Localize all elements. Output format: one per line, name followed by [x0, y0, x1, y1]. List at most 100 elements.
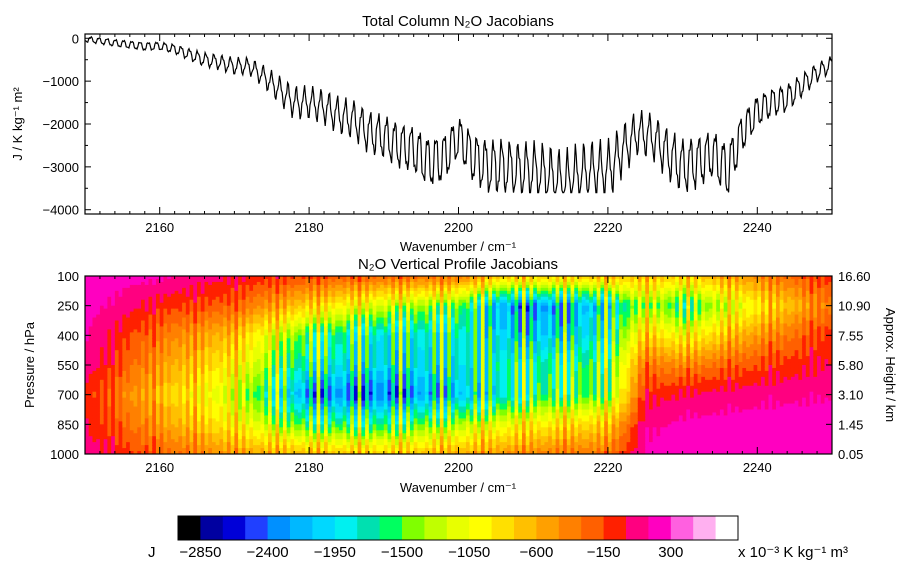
heatmap-cell: [197, 448, 202, 452]
heatmap-cell: [114, 299, 120, 304]
heatmap-cell: [305, 278, 310, 283]
heatmap-cell: [182, 427, 187, 431]
heatmap-cell: [197, 382, 202, 387]
heatmap-cell: [144, 362, 150, 366]
heatmap-cell: [103, 409, 108, 414]
heatmap-cell: [152, 353, 157, 357]
heatmap-cell: [122, 439, 127, 443]
heatmap-cell: [230, 412, 235, 417]
heatmap-cell: [271, 445, 277, 449]
heatmap-cell: [260, 406, 265, 411]
heatmap-cell: [163, 415, 168, 419]
heatmap-cell: [223, 379, 228, 384]
heatmap-cell: [185, 367, 191, 372]
heatmap-cell: [85, 439, 90, 443]
heatmap-cell: [174, 394, 179, 399]
heatmap-cell: [111, 353, 116, 357]
heatmap-cell: [305, 311, 310, 316]
heatmap-cell: [275, 314, 280, 319]
heatmap-cell: [331, 400, 336, 405]
heatmap-cell: [327, 290, 333, 295]
heatmap-cell: [245, 335, 250, 339]
heatmap-cell: [282, 448, 288, 452]
heatmap-cell: [282, 430, 288, 434]
heatmap-cell: [103, 290, 108, 295]
heatmap-cell: [294, 382, 299, 387]
heatmap-cell: [189, 341, 194, 345]
heatmap-cell: [279, 448, 284, 452]
heatmap-cell: [141, 418, 146, 422]
heatmap-cell: [249, 329, 254, 333]
heatmap-cell: [268, 290, 273, 295]
heatmap-cell: [219, 424, 224, 428]
heatmap-cell: [88, 373, 94, 378]
heatmap-cell: [256, 296, 262, 301]
heatmap-cell: [324, 296, 329, 301]
top-y-tick-label: −3000: [42, 160, 79, 175]
heatmap-cell: [286, 308, 292, 313]
heatmap-cell: [129, 442, 135, 446]
heatmap-cell: [152, 412, 157, 417]
heatmap-cell: [148, 373, 153, 378]
heatmap-cell: [170, 341, 176, 345]
heatmap-cell: [234, 284, 239, 289]
heatmap-cell: [335, 287, 340, 292]
heatmap-cell: [245, 311, 250, 316]
heatmap-cell: [197, 335, 202, 339]
heatmap-cell: [96, 332, 101, 336]
heatmap-cell: [118, 370, 123, 375]
heatmap-cell: [305, 382, 310, 387]
heatmap-cell: [282, 412, 288, 417]
heatmap-cell: [238, 344, 243, 348]
heatmap-cell: [312, 362, 318, 366]
heatmap-cell: [182, 317, 187, 322]
heatmap-cell: [144, 385, 150, 390]
heatmap-cell: [99, 362, 105, 366]
heatmap-cell: [294, 406, 299, 411]
heatmap-cell: [241, 436, 247, 440]
heatmap-cell: [271, 359, 277, 363]
heatmap-cell: [204, 379, 209, 384]
heatmap-cell: [204, 314, 209, 319]
heatmap-cell: [88, 433, 94, 437]
heatmap-cell: [215, 421, 221, 425]
heatmap-cell: [148, 412, 153, 417]
heatmap-cell: [320, 276, 325, 280]
heatmap-cell: [268, 323, 273, 328]
heatmap-cell: [309, 317, 314, 322]
heatmap-cell: [152, 323, 157, 328]
heatmap-cell: [275, 311, 280, 316]
heatmap-cell: [215, 415, 221, 419]
heatmap-cell: [208, 439, 213, 443]
heatmap-cell: [204, 439, 209, 443]
heatmap-cell: [144, 290, 150, 295]
heatmap-cell: [167, 436, 172, 440]
heatmap-cell: [301, 379, 306, 384]
heatmap-cell: [219, 329, 224, 333]
heatmap-cell: [230, 370, 235, 375]
heatmap-cell: [111, 427, 116, 431]
heatmap-cell: [286, 382, 292, 387]
heatmap-cell: [197, 439, 202, 443]
heatmap-cell: [324, 311, 329, 316]
heatmap-cell: [264, 403, 269, 408]
heatmap-cell: [129, 320, 135, 325]
heatmap-cell: [219, 403, 224, 408]
heatmap-cell: [208, 335, 213, 339]
heatmap-cell: [230, 302, 235, 307]
heatmap-cell: [118, 397, 123, 402]
heatmap-cell: [223, 296, 228, 301]
heatmap-cell: [256, 367, 262, 372]
heatmap-cell: [219, 433, 224, 437]
heatmap-cell: [327, 367, 333, 372]
heatmap-cell: [316, 287, 321, 292]
heatmap-cell: [301, 347, 306, 351]
heatmap-cell: [174, 391, 179, 396]
heatmap-cell: [99, 335, 105, 339]
heatmap-cell: [297, 314, 303, 319]
heatmap-cell: [155, 353, 161, 357]
heatmap-cell: [305, 388, 310, 393]
heatmap-cell: [170, 442, 176, 446]
heatmap-cell: [249, 391, 254, 396]
heatmap-cell: [260, 293, 265, 298]
